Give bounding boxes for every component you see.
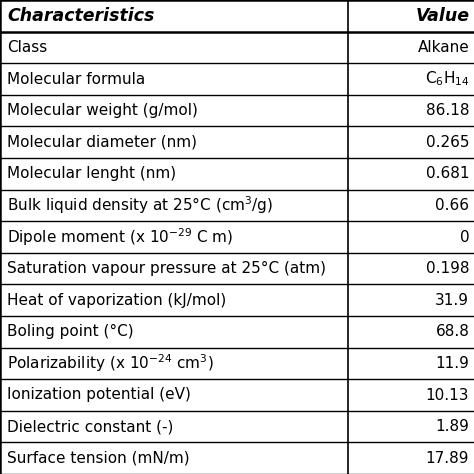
Text: Value: Value bbox=[415, 7, 469, 25]
Text: 0.66: 0.66 bbox=[435, 198, 469, 213]
Text: Class: Class bbox=[7, 40, 47, 55]
Text: Characteristics: Characteristics bbox=[7, 7, 155, 25]
Text: Boling point (°C): Boling point (°C) bbox=[7, 324, 134, 339]
Text: 86.18: 86.18 bbox=[426, 103, 469, 118]
Text: 10.13: 10.13 bbox=[426, 388, 469, 402]
Text: 0: 0 bbox=[460, 229, 469, 245]
Text: Bulk liquid density at 25°C (cm$^3$/g): Bulk liquid density at 25°C (cm$^3$/g) bbox=[7, 194, 273, 216]
Text: Alkane: Alkane bbox=[418, 40, 469, 55]
Text: 31.9: 31.9 bbox=[435, 293, 469, 308]
Text: Molecular weight (g/mol): Molecular weight (g/mol) bbox=[7, 103, 198, 118]
Text: Surface tension (mN/m): Surface tension (mN/m) bbox=[7, 451, 190, 465]
Text: Dielectric constant (-): Dielectric constant (-) bbox=[7, 419, 173, 434]
Text: C$_6$H$_{14}$: C$_6$H$_{14}$ bbox=[425, 70, 469, 88]
Text: Saturation vapour pressure at 25°C (atm): Saturation vapour pressure at 25°C (atm) bbox=[7, 261, 326, 276]
Text: 1.89: 1.89 bbox=[436, 419, 469, 434]
Text: 0.265: 0.265 bbox=[426, 135, 469, 150]
Text: Ionization potential (eV): Ionization potential (eV) bbox=[7, 388, 191, 402]
Text: 11.9: 11.9 bbox=[436, 356, 469, 371]
Text: 68.8: 68.8 bbox=[436, 324, 469, 339]
Text: 0.681: 0.681 bbox=[426, 166, 469, 181]
Text: Dipole moment (x 10$^{-29}$ C m): Dipole moment (x 10$^{-29}$ C m) bbox=[7, 226, 234, 248]
Text: Molecular lenght (nm): Molecular lenght (nm) bbox=[7, 166, 176, 181]
Text: 17.89: 17.89 bbox=[426, 451, 469, 465]
Text: Molecular diameter (nm): Molecular diameter (nm) bbox=[7, 135, 197, 150]
Text: Heat of vaporization (kJ/mol): Heat of vaporization (kJ/mol) bbox=[7, 293, 227, 308]
Text: 0.198: 0.198 bbox=[426, 261, 469, 276]
Text: Polarizability (x 10$^{-24}$ cm$^3$): Polarizability (x 10$^{-24}$ cm$^3$) bbox=[7, 353, 214, 374]
Text: Molecular formula: Molecular formula bbox=[7, 72, 146, 86]
